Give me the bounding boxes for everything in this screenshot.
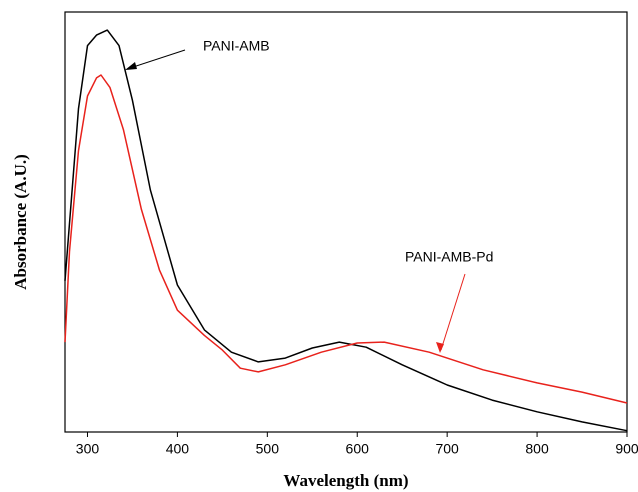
- x-tick-label: 900: [615, 441, 638, 457]
- series-line: [64, 29, 628, 432]
- annotation: PANI-AMB-Pd: [405, 249, 493, 265]
- series-line: [64, 74, 628, 404]
- x-tick-label: 500: [256, 441, 280, 457]
- arrow-head: [125, 62, 137, 70]
- y-axis-label: Absorbance (A.U.): [11, 154, 30, 290]
- x-axis-label: Wavelength (nm): [283, 471, 408, 490]
- annotation-arrow: [126, 49, 186, 70]
- x-tick-label: 600: [346, 441, 370, 457]
- x-tick-label: 800: [525, 441, 549, 457]
- x-tick-label: 300: [76, 441, 100, 457]
- x-tick-label: 700: [435, 441, 459, 457]
- arrow-head: [436, 342, 444, 353]
- x-tick-label: 400: [166, 441, 190, 457]
- plot-frame: [64, 11, 628, 433]
- annotation-arrow: [440, 273, 466, 351]
- annotation: PANI-AMB: [203, 38, 270, 54]
